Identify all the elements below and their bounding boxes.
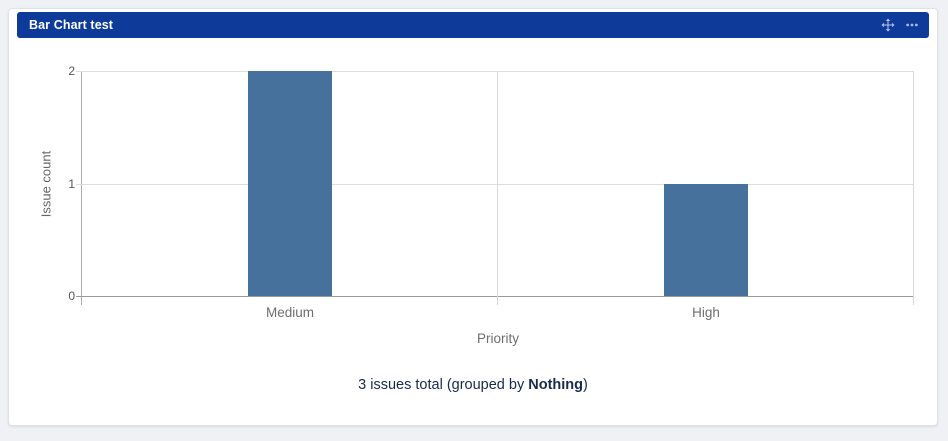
x-axis-title: Priority — [476, 331, 520, 346]
bar-medium[interactable] — [248, 71, 332, 296]
bar-high[interactable] — [664, 183, 748, 296]
y-tick-label: 1 — [68, 176, 75, 191]
x-axis-zero-tick — [76, 296, 82, 297]
category-boundary-gridline — [497, 71, 498, 305]
issues-total-text: 3 issues total (grouped by Nothing) — [9, 377, 937, 393]
y-gridline — [76, 71, 914, 72]
gadget-card: Bar Chart test I — [8, 8, 938, 426]
x-tick-label: Medium — [265, 305, 315, 320]
y-gridline — [76, 183, 914, 185]
plot-area: Issue count Priority 0 1 2 Medium High — [39, 65, 914, 346]
category-boundary-gridline — [913, 71, 914, 305]
y-axis-title: Issue count — [38, 150, 54, 217]
move-icon[interactable] — [881, 18, 895, 32]
gadget-header: Bar Chart test — [17, 12, 929, 38]
footer-prefix: 3 issues total (grouped by — [358, 377, 529, 393]
footer-group-by: Nothing — [528, 377, 583, 393]
gadget-title: Bar Chart test — [29, 18, 114, 32]
y-tick-label: 0 — [68, 289, 75, 303]
footer-suffix: ) — [583, 377, 588, 393]
y-axis-bottom-tick — [81, 296, 82, 305]
more-options-icon[interactable] — [905, 18, 919, 32]
y-tick-label: 2 — [68, 64, 75, 78]
x-tick-label: High — [692, 305, 720, 320]
gadget-header-actions — [881, 18, 919, 32]
